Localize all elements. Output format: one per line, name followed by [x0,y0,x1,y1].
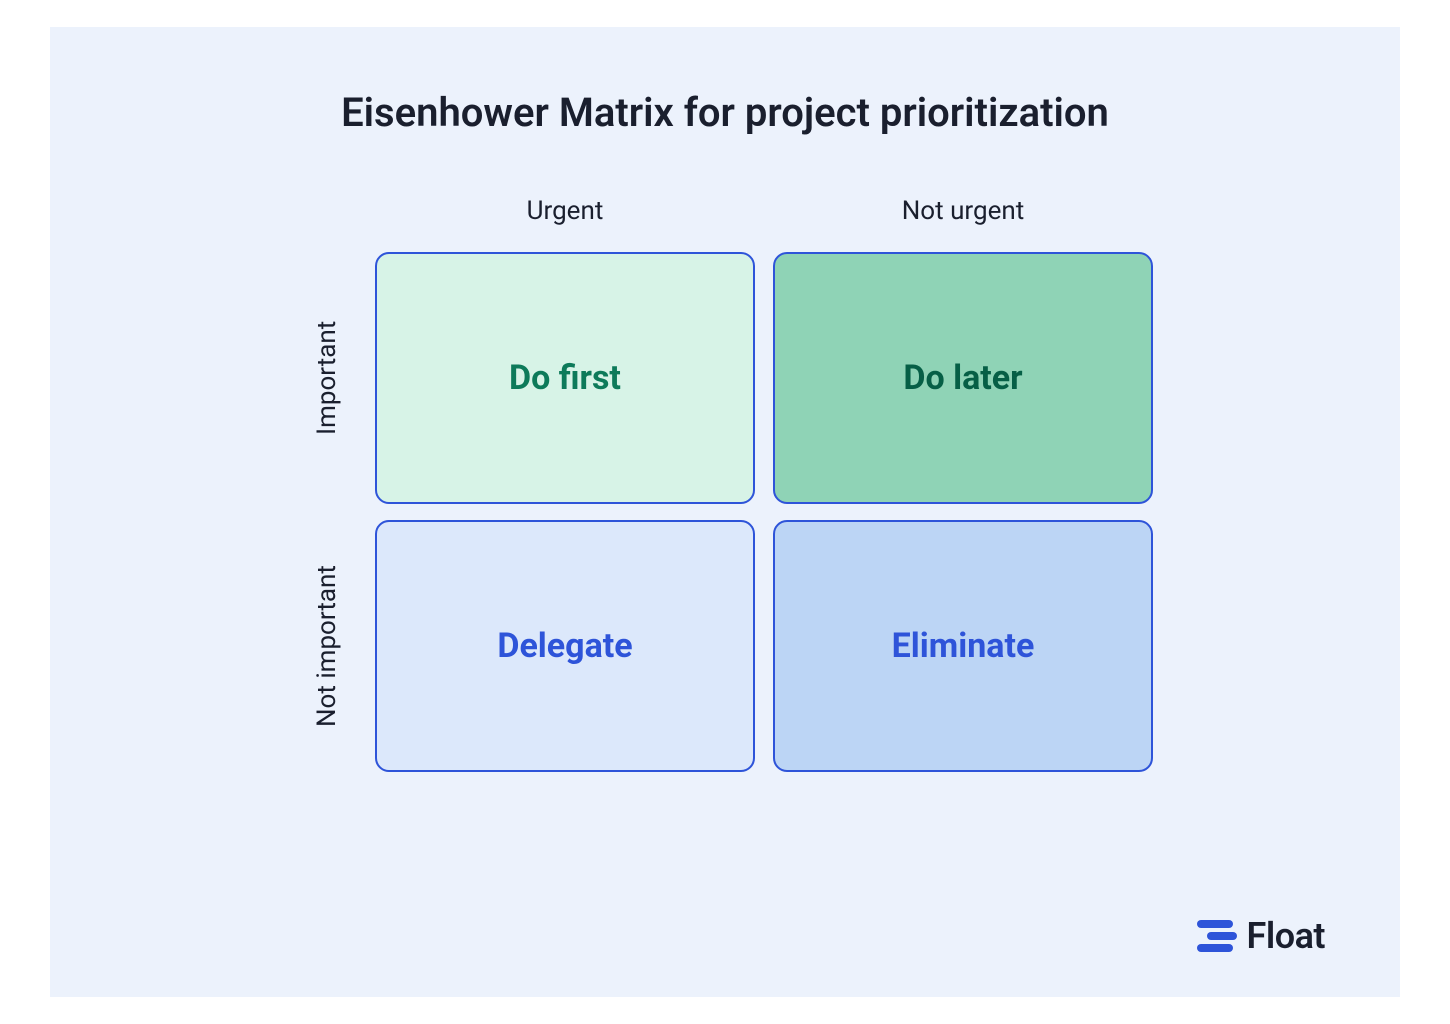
matrix-grid: Urgent Not urgent Important Do first Do … [297,186,1153,772]
row-header-important: Important [297,252,357,504]
grid-corner-spacer [297,186,357,236]
quadrant-do-later: Do later [773,252,1153,504]
column-header-urgent: Urgent [375,186,755,236]
float-logo-icon [1197,918,1237,954]
diagram-canvas: Eisenhower Matrix for project prioritiza… [50,27,1400,997]
quadrant-label: Do first [509,358,621,398]
quadrant-label: Do later [903,358,1022,398]
brand-name: Float [1247,915,1325,957]
brand-logo: Float [1197,915,1325,957]
quadrant-label: Eliminate [892,626,1035,666]
row-header-not-important: Not important [297,520,357,772]
column-header-not-urgent: Not urgent [773,186,1153,236]
quadrant-eliminate: Eliminate [773,520,1153,772]
quadrant-delegate: Delegate [375,520,755,772]
diagram-title: Eisenhower Matrix for project prioritiza… [170,89,1280,136]
matrix-wrapper: Urgent Not urgent Important Do first Do … [170,186,1280,772]
quadrant-label: Delegate [497,626,632,666]
quadrant-do-first: Do first [375,252,755,504]
